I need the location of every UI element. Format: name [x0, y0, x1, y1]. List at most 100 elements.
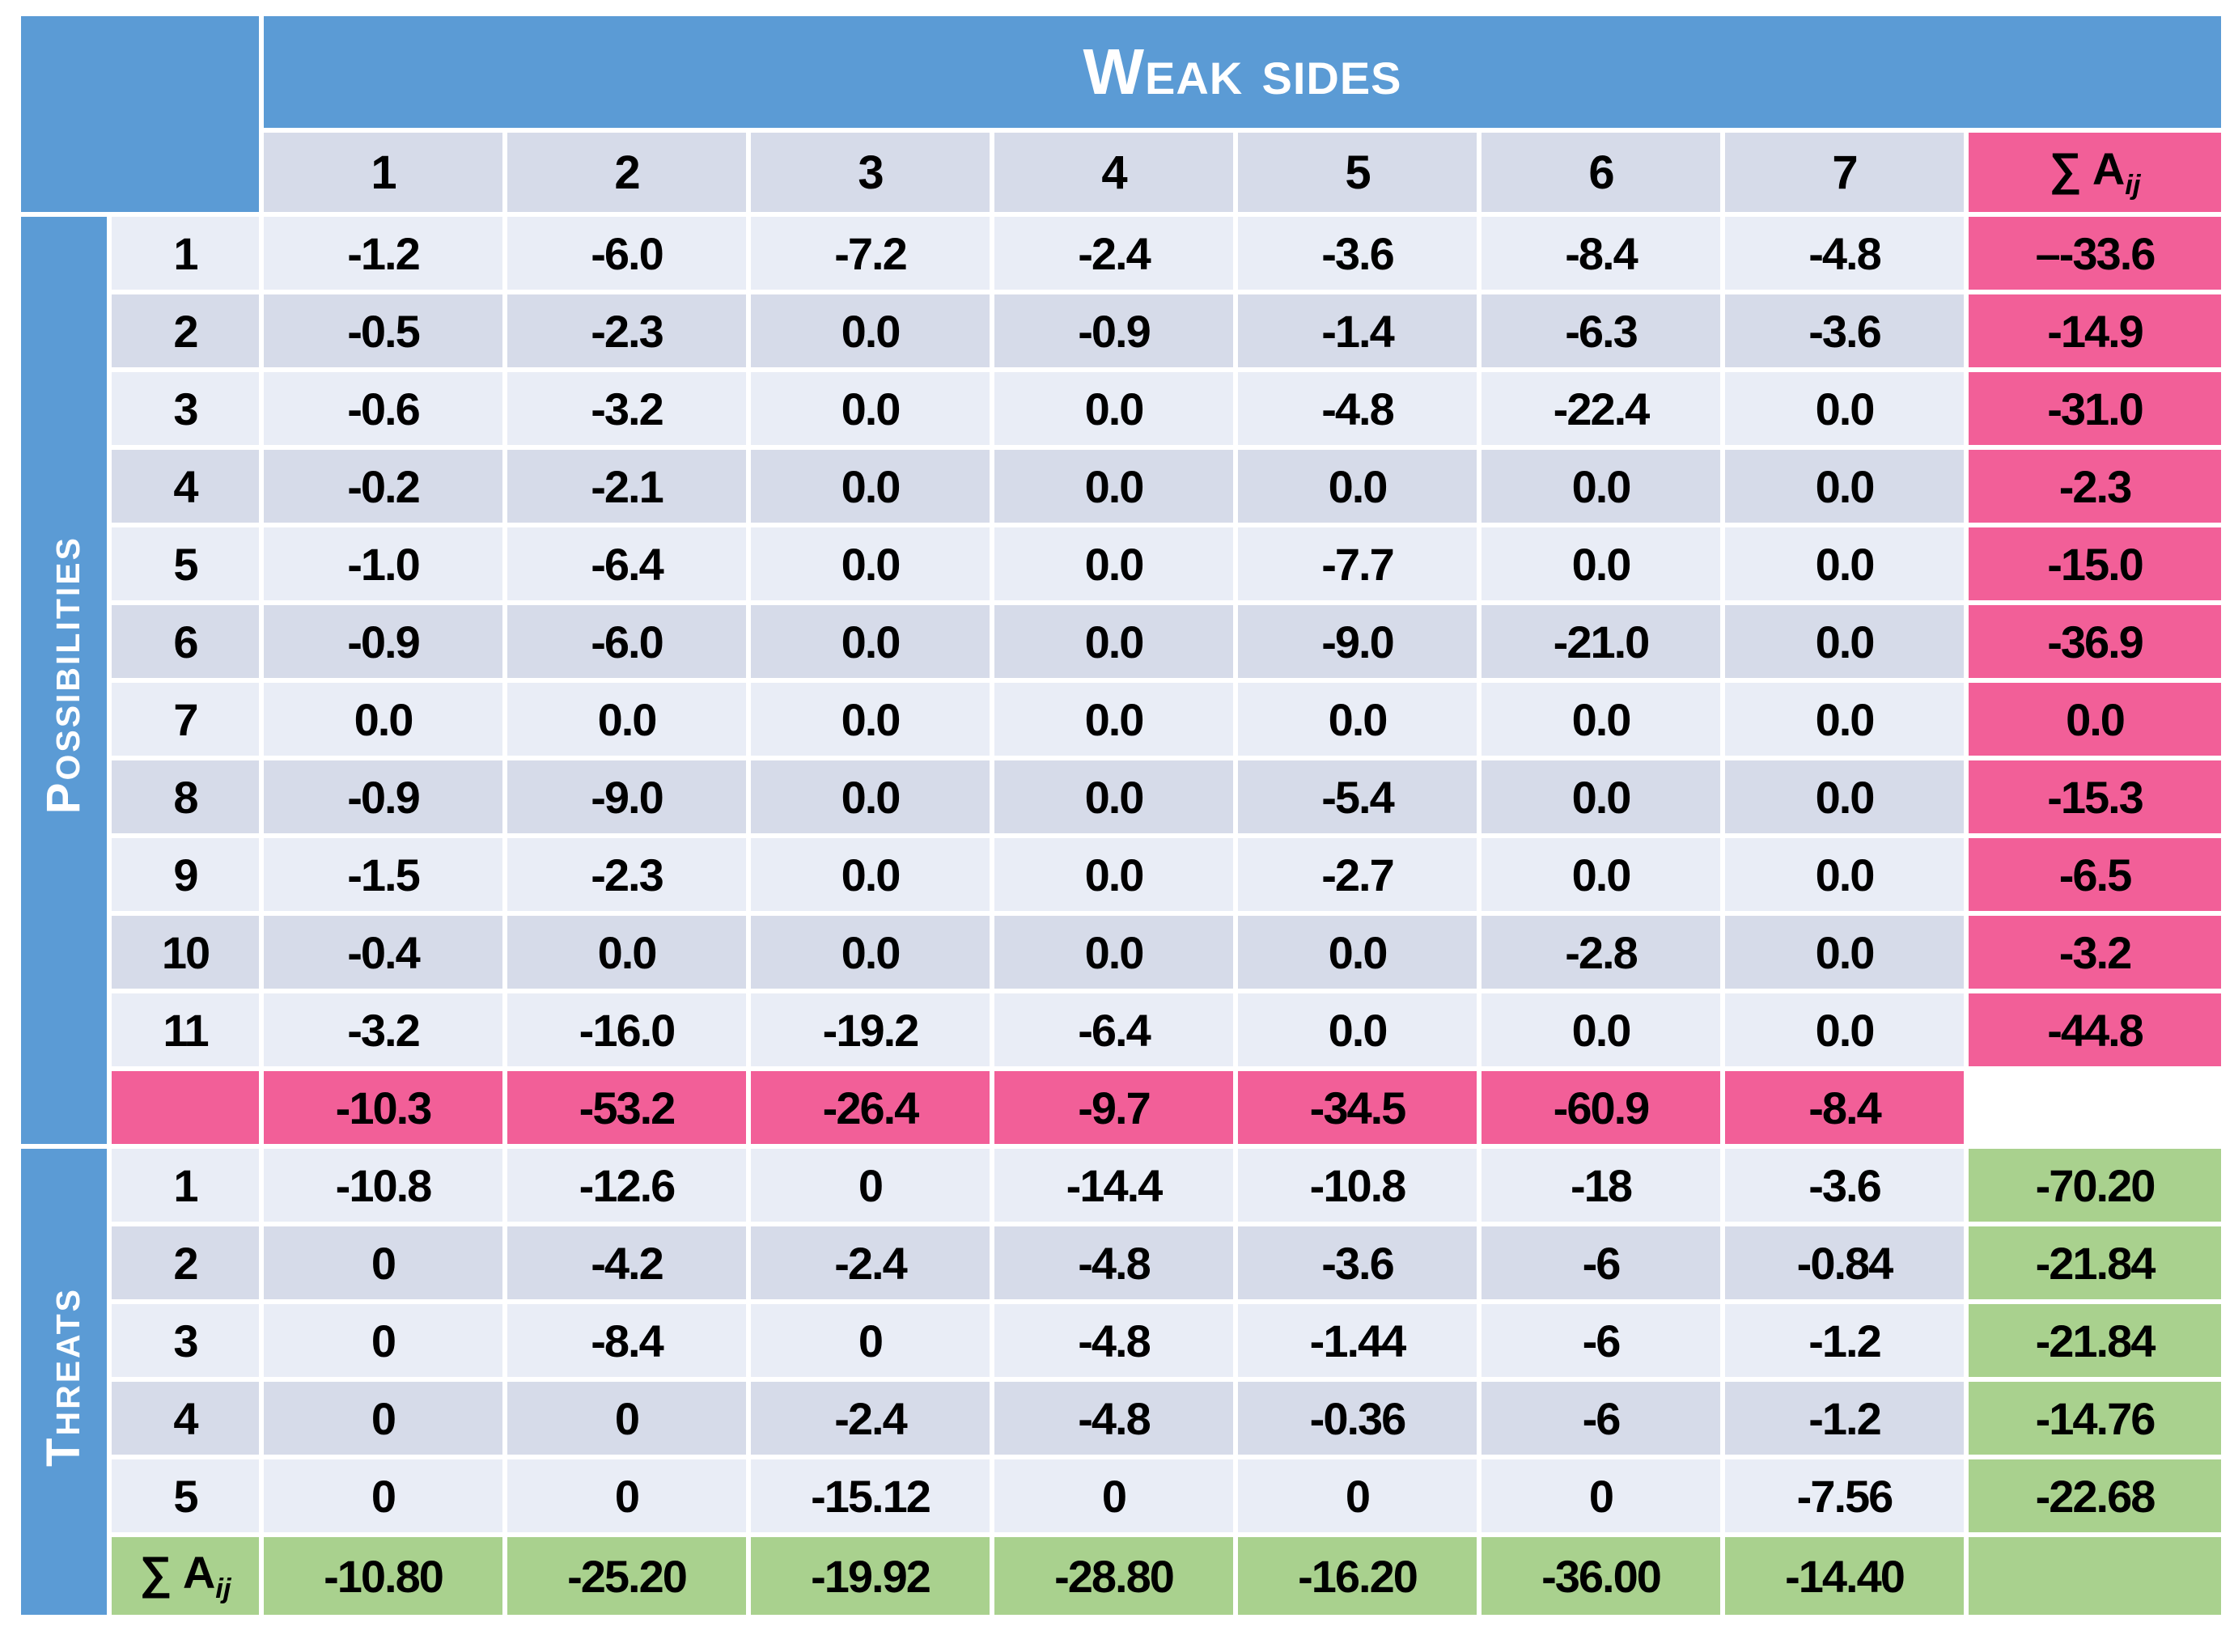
- row-number: 9: [112, 838, 259, 911]
- row-sum-cell: -21.84: [1969, 1226, 2222, 1299]
- row-sum-cell: -36.9: [1969, 605, 2222, 678]
- data-cell: 0.0: [751, 683, 990, 756]
- data-cell: -0.9: [994, 294, 1233, 367]
- data-cell: 0.0: [751, 450, 990, 523]
- data-cell: -6: [1482, 1226, 1720, 1299]
- sum-column-header: ∑ Aij: [1969, 133, 2222, 212]
- data-cell: -6.4: [507, 527, 746, 600]
- data-cell: 0.0: [751, 527, 990, 600]
- data-cell: 0.0: [1725, 527, 1964, 600]
- row-number: 2: [112, 1226, 259, 1299]
- data-cell: 0: [507, 1459, 746, 1532]
- data-cell: -9.0: [507, 760, 746, 833]
- data-cell: -0.5: [264, 294, 502, 367]
- data-cell: 0.0: [1725, 450, 1964, 523]
- data-cell: -1.2: [264, 217, 502, 290]
- data-cell: 0.0: [1725, 916, 1964, 989]
- column-sum-cell: -34.5: [1238, 1071, 1477, 1144]
- data-cell: 0: [264, 1304, 502, 1377]
- data-cell: 0.0: [1725, 372, 1964, 445]
- data-cell: 0.0: [507, 916, 746, 989]
- data-cell: -0.6: [264, 372, 502, 445]
- empty-corner-cell: [1969, 1071, 2222, 1144]
- row-number: 4: [112, 1382, 259, 1455]
- column-sum-cell: -25.20: [507, 1537, 746, 1615]
- data-cell: 0.0: [994, 916, 1233, 989]
- row-sum-cell: -15.0: [1969, 527, 2222, 600]
- data-cell: 0.0: [1238, 916, 1477, 989]
- data-cell: 0: [264, 1382, 502, 1455]
- col-header: 7: [1725, 133, 1964, 212]
- data-cell: -4.8: [1725, 217, 1964, 290]
- data-cell: -15.12: [751, 1459, 990, 1532]
- data-cell: -1.4: [1238, 294, 1477, 367]
- data-cell: 0.0: [1482, 838, 1720, 911]
- sigma-subscript: ij: [2125, 170, 2141, 201]
- data-cell: -1.0: [264, 527, 502, 600]
- data-cell: 0.0: [1725, 683, 1964, 756]
- data-cell: 0: [264, 1226, 502, 1299]
- data-cell: -2.4: [994, 217, 1233, 290]
- data-cell: -2.7: [1238, 838, 1477, 911]
- row-sum-cell: -44.8: [1969, 993, 2222, 1066]
- data-cell: 0.0: [507, 683, 746, 756]
- data-cell: -6.0: [507, 217, 746, 290]
- data-cell: 0.0: [994, 527, 1233, 600]
- data-cell: 0.0: [1725, 605, 1964, 678]
- possibilities-band: Possibilities: [21, 217, 107, 1144]
- data-cell: -2.4: [751, 1226, 990, 1299]
- data-cell: -1.44: [1238, 1304, 1477, 1377]
- data-cell: 0: [1482, 1459, 1720, 1532]
- row-sum-cell: -2.3: [1969, 450, 2222, 523]
- row-number: 1: [112, 217, 259, 290]
- row-sum-cell: -15.3: [1969, 760, 2222, 833]
- data-cell: -10.8: [264, 1149, 502, 1222]
- row-number: 10: [112, 916, 259, 989]
- data-cell: -7.56: [1725, 1459, 1964, 1532]
- data-cell: -8.4: [507, 1304, 746, 1377]
- data-cell: -8.4: [1482, 217, 1720, 290]
- data-cell: 0.0: [751, 605, 990, 678]
- data-cell: -4.8: [994, 1382, 1233, 1455]
- data-cell: 0: [507, 1382, 746, 1455]
- data-cell: -3.6: [1238, 217, 1477, 290]
- data-cell: -22.4: [1482, 372, 1720, 445]
- data-cell: -21.0: [1482, 605, 1720, 678]
- column-sum-cell: -10.80: [264, 1537, 502, 1615]
- data-cell: 0.0: [751, 916, 990, 989]
- data-cell: 0.0: [264, 683, 502, 756]
- data-cell: 0.0: [751, 372, 990, 445]
- data-cell: -1.2: [1725, 1304, 1964, 1377]
- column-sum-cell: -19.92: [751, 1537, 990, 1615]
- possibilities-label: Possibilities: [37, 536, 90, 815]
- data-cell: -4.8: [994, 1226, 1233, 1299]
- data-cell: -4.8: [994, 1304, 1233, 1377]
- data-cell: -7.2: [751, 217, 990, 290]
- data-cell: 0: [994, 1459, 1233, 1532]
- row-number: 6: [112, 605, 259, 678]
- data-cell: -3.6: [1725, 294, 1964, 367]
- data-cell: 0.0: [1238, 993, 1477, 1066]
- row-sum-cell: -6.5: [1969, 838, 2222, 911]
- threats-band: Threats: [21, 1149, 107, 1615]
- data-cell: -0.4: [264, 916, 502, 989]
- data-cell: -2.8: [1482, 916, 1720, 989]
- sigma-subscript: ij: [215, 1574, 231, 1605]
- column-sum-cell: -28.80: [994, 1537, 1233, 1615]
- data-cell: -6.3: [1482, 294, 1720, 367]
- data-cell: -10.8: [1238, 1149, 1477, 1222]
- row-number: 4: [112, 450, 259, 523]
- data-cell: -6: [1482, 1304, 1720, 1377]
- data-cell: -1.2: [1725, 1382, 1964, 1455]
- swot-weighted-table: Weak sides 1 2 3 4 5 6 7 ∑ Aij Possibili…: [16, 11, 2226, 1620]
- sigma-a-label: ∑ A: [139, 1547, 216, 1599]
- row-sum-cell: -22.68: [1969, 1459, 2222, 1532]
- col-header: 4: [994, 133, 1233, 212]
- row-sum-cell: -14.9: [1969, 294, 2222, 367]
- data-cell: -18: [1482, 1149, 1720, 1222]
- data-cell: 0: [751, 1149, 990, 1222]
- row-sum-cell: -14.76: [1969, 1382, 2222, 1455]
- row-number: 3: [112, 1304, 259, 1377]
- data-cell: 0.0: [751, 760, 990, 833]
- column-sum-cell: -26.4: [751, 1071, 990, 1144]
